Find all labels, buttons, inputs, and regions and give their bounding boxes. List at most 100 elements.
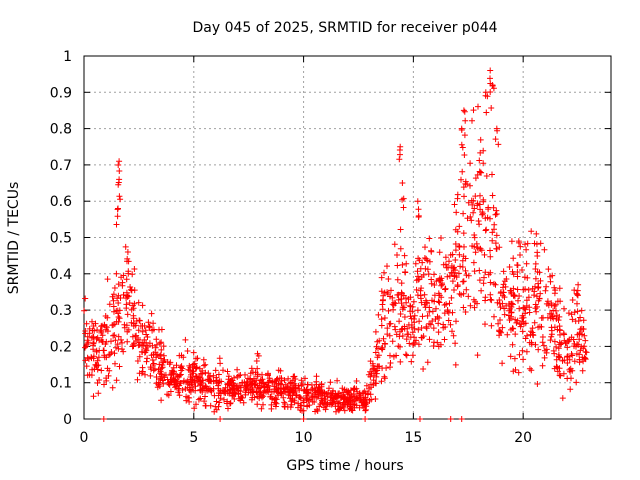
data-point	[259, 394, 265, 401]
data-point	[432, 316, 439, 323]
data-point	[114, 206, 121, 213]
data-point	[139, 328, 146, 335]
data-point	[444, 308, 451, 315]
data-point	[111, 332, 118, 339]
data-point	[403, 336, 410, 343]
data-point	[522, 335, 529, 342]
data-point	[126, 300, 133, 306]
data-point	[511, 292, 518, 299]
data-point	[489, 237, 496, 244]
data-point	[293, 392, 300, 399]
data-point	[82, 295, 89, 302]
data-point	[508, 309, 515, 316]
data-point	[348, 393, 355, 399]
data-point	[402, 295, 409, 302]
data-point	[89, 366, 96, 373]
data-point	[542, 287, 549, 294]
data-point	[194, 355, 201, 362]
data-point	[401, 252, 408, 259]
y-tick-label: 0.8	[50, 122, 72, 138]
data-point	[281, 399, 288, 406]
data-point	[409, 352, 416, 359]
data-point	[313, 373, 320, 380]
data-point	[144, 355, 151, 362]
data-point	[332, 403, 339, 410]
data-point	[139, 302, 146, 309]
data-point	[136, 353, 143, 360]
data-point	[275, 380, 282, 387]
data-point	[101, 381, 107, 388]
data-point	[557, 341, 564, 348]
data-point	[124, 338, 131, 345]
data-point	[149, 357, 156, 363]
data-point	[473, 240, 480, 247]
data-point	[413, 286, 420, 293]
data-point	[458, 127, 465, 133]
data-point	[399, 306, 406, 313]
data-point	[86, 330, 93, 337]
data-point	[247, 381, 254, 388]
data-point	[482, 227, 489, 234]
data-point	[470, 259, 477, 266]
data-point	[90, 339, 97, 346]
data-point	[446, 258, 452, 265]
data-point	[199, 370, 206, 377]
data-point	[442, 286, 448, 293]
data-point	[175, 385, 182, 392]
data-point	[443, 301, 450, 308]
data-point	[109, 384, 116, 391]
data-point	[543, 349, 550, 356]
data-point	[116, 363, 123, 370]
chart-title: Day 045 of 2025, SRMTID for receiver p04…	[192, 20, 497, 36]
data-point	[456, 223, 463, 230]
data-point	[346, 398, 353, 405]
data-point	[541, 246, 548, 253]
data-point	[579, 354, 586, 361]
data-point	[461, 132, 468, 139]
data-point	[461, 152, 468, 158]
data-point	[130, 320, 137, 327]
data-point	[200, 356, 207, 363]
data-point	[385, 307, 392, 314]
data-point	[136, 370, 143, 377]
data-point	[258, 405, 265, 412]
data-point	[247, 370, 254, 377]
data-point	[537, 290, 544, 297]
data-point	[253, 358, 260, 364]
data-point	[187, 364, 194, 371]
data-point	[337, 405, 344, 412]
data-point	[414, 198, 421, 205]
data-point	[222, 384, 229, 391]
data-point	[100, 347, 107, 354]
x-tick-label: 15	[404, 430, 422, 446]
data-point	[215, 371, 222, 378]
data-point	[526, 309, 533, 316]
data-point	[362, 406, 369, 413]
data-point	[128, 286, 134, 293]
data-point	[433, 278, 440, 285]
data-point	[559, 395, 566, 402]
data-point	[516, 305, 523, 312]
data-point	[581, 343, 588, 350]
data-point	[121, 324, 128, 331]
data-point	[114, 213, 121, 220]
data-point	[148, 366, 155, 373]
data-point	[285, 375, 292, 382]
data-point	[576, 359, 583, 366]
data-point	[450, 332, 457, 339]
data-point	[323, 401, 330, 408]
data-point	[444, 273, 451, 280]
data-point	[415, 341, 422, 348]
data-point	[459, 278, 466, 285]
data-point	[254, 373, 261, 380]
data-point	[234, 366, 241, 373]
data-point	[257, 384, 264, 391]
data-point	[395, 296, 402, 303]
data-point	[509, 341, 516, 348]
data-point	[237, 397, 244, 404]
data-point	[122, 243, 129, 250]
data-point	[514, 286, 521, 293]
data-point	[92, 320, 99, 327]
y-axis-label: SRMTID / TECUs	[6, 182, 22, 295]
data-point	[433, 305, 439, 312]
